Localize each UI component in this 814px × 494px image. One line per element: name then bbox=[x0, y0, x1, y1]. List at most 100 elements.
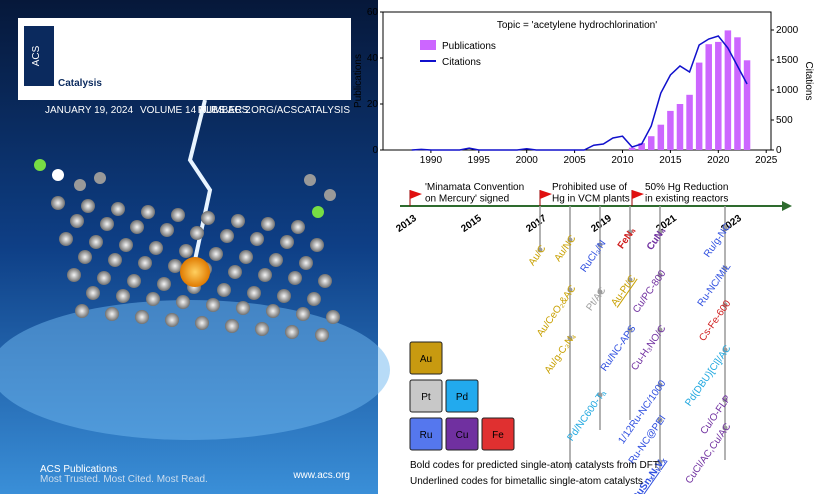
atom bbox=[97, 271, 111, 285]
stem-dot bbox=[722, 225, 728, 231]
y2-tick-label: 1000 bbox=[776, 85, 799, 96]
y2-axis-label: Citations bbox=[803, 62, 814, 101]
x-tick-label: 2025 bbox=[755, 155, 778, 166]
atom bbox=[258, 268, 272, 282]
atom bbox=[160, 223, 174, 237]
stem-dot bbox=[597, 242, 603, 248]
atom bbox=[307, 292, 321, 306]
element-tile bbox=[409, 379, 443, 413]
element-label: Au bbox=[420, 354, 432, 365]
cover-volume: VOLUME 14 NUMBER 2 bbox=[140, 105, 251, 116]
atom bbox=[108, 253, 122, 267]
atom bbox=[51, 196, 65, 210]
atom bbox=[146, 292, 160, 306]
atom bbox=[168, 259, 182, 273]
stem-dot bbox=[657, 229, 663, 235]
y2-tick-label: 500 bbox=[776, 115, 793, 126]
atom bbox=[280, 235, 294, 249]
stem-dot bbox=[567, 237, 573, 243]
atom bbox=[149, 241, 163, 255]
atom bbox=[266, 304, 280, 318]
atom bbox=[130, 220, 144, 234]
x-tick-label: 2015 bbox=[659, 155, 682, 166]
timeline: 2013 2015 2017 2019 2021 2023'Minamata Conven… bbox=[394, 182, 792, 494]
stem-dot bbox=[627, 327, 633, 333]
bar bbox=[657, 124, 665, 150]
y-tick-label: 0 bbox=[372, 145, 378, 156]
bar bbox=[734, 37, 741, 150]
legend-label: Publications bbox=[442, 41, 496, 52]
stem-dot bbox=[657, 327, 663, 333]
atom bbox=[105, 307, 119, 321]
chart: 1990 1995 2000 2005 2010 2015 2020 202502040600… bbox=[353, 7, 814, 166]
y-axis-label: Publications bbox=[353, 54, 364, 108]
line bbox=[411, 35, 748, 151]
atom bbox=[176, 295, 190, 309]
atom bbox=[304, 174, 316, 186]
element-tile bbox=[481, 417, 515, 451]
atom bbox=[165, 313, 179, 327]
bar bbox=[686, 94, 693, 150]
element-tile bbox=[445, 379, 479, 413]
atom bbox=[119, 238, 133, 252]
atom bbox=[318, 274, 332, 288]
atom bbox=[261, 217, 275, 231]
atom bbox=[171, 208, 185, 222]
cover-logo: ACS bbox=[31, 45, 42, 66]
cover-url: PUBS.ACS.ORG/ACSCATALYSIS bbox=[198, 105, 351, 116]
atom bbox=[157, 277, 171, 291]
stem-dot bbox=[722, 347, 728, 353]
masthead bbox=[18, 18, 351, 100]
element-label: Pd bbox=[456, 392, 468, 403]
stem-dot bbox=[657, 417, 663, 423]
flag bbox=[410, 190, 422, 199]
atom bbox=[34, 159, 46, 171]
catalyst-label: Au/g-C₃N₄ bbox=[543, 331, 579, 375]
bar bbox=[638, 143, 645, 150]
stem-dot bbox=[537, 247, 543, 253]
lightning bbox=[187, 99, 213, 261]
cover-site: www.acs.org bbox=[292, 470, 350, 481]
atom bbox=[312, 206, 324, 218]
bar bbox=[695, 62, 703, 150]
atom bbox=[116, 289, 130, 303]
stem-dot bbox=[597, 392, 603, 398]
x-tick-label: 2005 bbox=[563, 155, 586, 166]
note: Bold codes for predicted single-atom cat… bbox=[410, 460, 659, 471]
year-label: 2015 bbox=[459, 213, 484, 235]
event-label: Prohibited use of Hg in VCM plants bbox=[552, 182, 630, 205]
stem-dot bbox=[657, 272, 663, 278]
atom bbox=[201, 211, 215, 225]
flag bbox=[632, 190, 644, 199]
element-label: Fe bbox=[492, 430, 504, 441]
atom bbox=[299, 256, 313, 270]
catalyst-label: Pd/NC600-Tₐ bbox=[565, 388, 608, 443]
atom bbox=[75, 304, 89, 318]
atom bbox=[296, 307, 310, 321]
acs-box bbox=[24, 26, 54, 86]
atom bbox=[220, 229, 234, 243]
atom bbox=[310, 238, 324, 252]
atom bbox=[190, 226, 204, 240]
legend-swatch bbox=[420, 40, 436, 50]
atom bbox=[269, 253, 283, 267]
molecule bbox=[34, 159, 340, 342]
stem-dot bbox=[722, 397, 728, 403]
y2-tick-label: 1500 bbox=[776, 55, 799, 66]
stem-dot bbox=[657, 382, 663, 388]
cover-tagline: Most Trusted. Most Cited. Most Read. bbox=[40, 474, 208, 485]
element-tile bbox=[445, 417, 479, 451]
year-label: 2019 bbox=[589, 213, 614, 235]
y-tick-label: 60 bbox=[367, 7, 379, 18]
atom bbox=[100, 217, 114, 231]
atom bbox=[141, 205, 155, 219]
stem-dot bbox=[567, 287, 573, 293]
y2-tick-label: 2000 bbox=[776, 25, 799, 36]
event-label: 'Minamata Convention on Mercury' signed bbox=[425, 182, 524, 205]
bar bbox=[724, 30, 732, 150]
x-tick-label: 1995 bbox=[468, 155, 491, 166]
atom bbox=[236, 301, 250, 315]
element-label: Ru bbox=[420, 430, 433, 441]
note: Underlined codes for bimetallic single-a… bbox=[410, 476, 643, 487]
bar bbox=[715, 41, 722, 150]
